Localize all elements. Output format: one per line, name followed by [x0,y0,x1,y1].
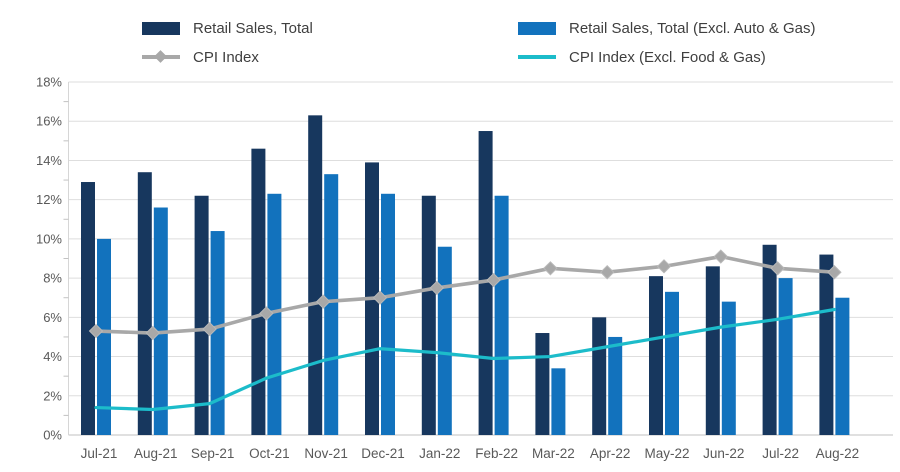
bar-retail-sales-excl-auto-gas [381,193,395,435]
x-tick-label: Dec-21 [361,446,405,461]
cpi-index-diamond-marker [599,265,615,280]
bar-retail-sales-excl-auto-gas [97,238,111,435]
y-tick-label: 16% [36,114,62,129]
legend-label: CPI Index (Excl. Food & Gas) [569,48,766,66]
cpi-index-diamond-marker [145,325,161,341]
x-tick-label: Aug-21 [134,446,178,461]
x-tick-label: Feb-22 [475,446,518,461]
x-tick-label: Mar-22 [532,446,575,461]
bar-retail-sales-excl-auto-gas [324,174,339,435]
y-tick-label: 8% [43,271,62,286]
cpi-index-diamond-marker [656,259,672,274]
x-tick-label: Jun-22 [703,446,744,461]
bar-retail-sales-excl-auto-gas [153,207,168,435]
cpi-index-diamond-marker [88,323,104,339]
x-tick-label: Apr-22 [590,446,631,461]
legend-item-cpi-index: CPI Index [142,46,259,68]
cpi-index-diamond-marker [315,294,331,309]
x-tick-label: Jul-21 [81,446,118,461]
y-tick-label: 4% [43,349,62,364]
y-tick-label: 0% [43,428,62,443]
bar-retail-sales-total [592,317,607,435]
x-tick-label: Sep-21 [191,446,235,461]
bar-retail-sales-total [308,115,323,435]
bar-retail-sales-total [251,148,266,435]
cpi-index-diamond-marker [543,261,558,276]
x-tick-label: Jan-22 [419,446,460,461]
x-tick-label: Oct-21 [249,446,290,461]
x-tick-label: Aug-22 [816,446,860,461]
legend-item-retail-sales-total: Retail Sales, Total [142,17,313,39]
cpi-index-line [94,254,837,335]
bar-retail-sales-excl-auto-gas [608,336,623,435]
bar-retail-sales-excl-auto-gas [721,301,736,435]
bar-retail-sales-total [819,254,834,435]
y-tick-label: 12% [36,192,62,207]
bar-retail-sales-total [194,195,209,435]
cpi-index-diamond-marker [827,265,842,280]
legend-label: Retail Sales, Total (Excl. Auto & Gas) [569,19,816,37]
bar-retail-sales-total [762,244,777,435]
bar-retail-sales-excl-auto-gas [835,297,850,435]
bar-retail-sales-total [649,276,663,435]
bar-retail-sales-excl-auto-gas [437,246,452,435]
y-tick-label: 2% [43,388,62,403]
bar-retail-sales-total [81,182,95,435]
bar-retail-sales-total [137,172,152,435]
line-swatch-icon [518,55,556,59]
cpi-index-diamond-marker [372,290,388,305]
cpi-index-diamond-marker [713,249,729,264]
bar-retail-sales-total [535,333,550,435]
bar-retail-sales-excl-auto-gas [665,291,679,435]
bar-retail-sales-excl-auto-gas [551,368,566,435]
bar-retail-sales-excl-auto-gas [210,231,225,435]
x-tick-label: May-22 [644,446,689,461]
bar-swatch-icon [518,21,556,35]
cpi-index-diamond-marker [259,306,274,321]
x-tick-label: Nov-21 [304,446,348,461]
cpi-index-diamond-marker [770,261,785,276]
bar-retail-sales-excl-auto-gas [494,195,509,435]
legend-item-retail-sales-excl-auto-gas: Retail Sales, Total (Excl. Auto & Gas) [518,17,816,39]
y-tick-label: 18% [36,75,62,90]
bar-retail-sales-excl-auto-gas [778,278,793,435]
y-tick-label: 6% [43,310,62,325]
legend-label: Retail Sales, Total [193,19,313,37]
cpi-index-diamond-marker [202,321,217,337]
x-tick-label: Jul-22 [762,446,799,461]
legend-item-cpi-index-excl-food-gas: CPI Index (Excl. Food & Gas) [518,46,766,68]
y-tick-label: 10% [36,231,62,246]
bar-retail-sales-total [705,266,720,435]
cpi-index-diamond-marker [486,272,501,288]
bar-retail-sales-total [421,195,436,435]
cpi-index-excl-food-gas-line [94,307,837,412]
y-tick-label: 14% [36,153,62,168]
legend-label: CPI Index [193,48,259,66]
bar-swatch-icon [142,21,180,35]
line-diamond-swatch-icon [142,49,180,63]
cpi-index-diamond-marker [429,280,445,296]
